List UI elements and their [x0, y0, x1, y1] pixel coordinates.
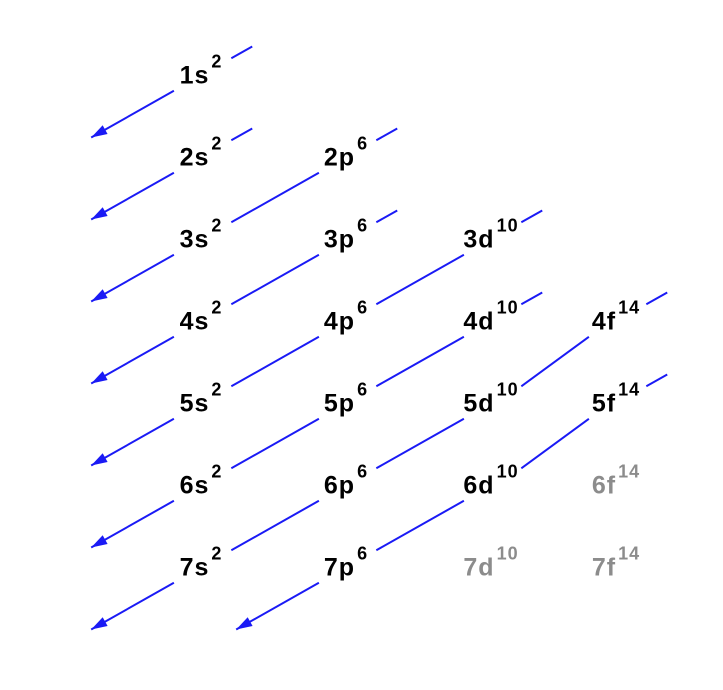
orbital-base: 3p: [324, 226, 355, 254]
arrow-head: [91, 617, 107, 629]
orbital-sup: 14: [618, 462, 640, 482]
orbital-sup: 6: [357, 216, 368, 236]
orbital-6p: 6p6: [324, 472, 366, 501]
orbital-4s: 4s2: [180, 308, 221, 337]
orbital-base: 6f: [592, 472, 616, 500]
orbital-sup: 10: [497, 216, 519, 236]
diagonal-segment: [376, 255, 464, 305]
diagonal-segment: [231, 501, 319, 551]
orbital-base: 5d: [463, 390, 494, 418]
orbital-base: 6p: [324, 472, 355, 500]
orbital-sup: 14: [618, 380, 640, 400]
orbital-sup: 2: [211, 298, 222, 318]
orbital-sup: 2: [211, 544, 222, 564]
orbital-1s: 1s2: [180, 62, 221, 91]
orbital-5f: 5f14: [592, 390, 638, 419]
orbital-sup: 2: [211, 462, 222, 482]
aufbau-diagram: 1s22s22p63s23p63d104s24p64d104f145s25p65…: [0, 0, 723, 690]
diagonal-segment: [231, 419, 319, 469]
orbital-sup: 2: [211, 52, 222, 72]
orbital-base: 4p: [324, 308, 355, 336]
diagonal-segment: [521, 419, 589, 469]
orbital-base: 4f: [592, 308, 616, 336]
orbital-base: 7p: [324, 554, 355, 582]
diagonal-segment: [646, 374, 667, 386]
diagonal-segment: [231, 46, 252, 58]
orbital-6f: 6f14: [592, 472, 638, 501]
orbital-base: 5f: [592, 390, 616, 418]
arrow-head: [91, 453, 107, 465]
orbital-5s: 5s2: [180, 390, 221, 419]
diagonal-segment: [376, 501, 464, 551]
arrow-layer: [0, 0, 723, 690]
arrow-head: [91, 207, 107, 219]
diagonal-segment: [646, 292, 667, 304]
orbital-base: 7f: [592, 554, 616, 582]
orbital-sup: 6: [357, 134, 368, 154]
orbital-sup: 10: [497, 380, 519, 400]
orbital-4f: 4f14: [592, 308, 638, 337]
orbital-7d: 7d10: [463, 554, 516, 583]
orbital-7p: 7p6: [324, 554, 366, 583]
orbital-sup: 10: [497, 544, 519, 564]
orbital-base: 5p: [324, 390, 355, 418]
orbital-sup: 6: [357, 380, 368, 400]
arrow-head: [91, 371, 107, 383]
orbital-base: 3s: [180, 226, 210, 254]
orbital-4p: 4p6: [324, 308, 366, 337]
orbital-3p: 3p6: [324, 226, 366, 255]
diagonal-segment: [521, 292, 542, 304]
diagonal-segment: [376, 210, 397, 222]
orbital-base: 4s: [180, 308, 210, 336]
diagonal-segment: [231, 337, 319, 387]
orbital-base: 2s: [180, 144, 210, 172]
orbital-sup: 2: [211, 380, 222, 400]
diagonal-segment: [376, 128, 397, 140]
orbital-7f: 7f14: [592, 554, 638, 583]
arrow-head: [91, 289, 107, 301]
orbital-base: 7d: [463, 554, 494, 582]
orbital-base: 6d: [463, 472, 494, 500]
orbital-sup: 14: [618, 298, 640, 318]
orbital-5p: 5p6: [324, 390, 366, 419]
orbital-3d: 3d10: [463, 226, 516, 255]
arrow-head: [91, 535, 107, 547]
orbital-4d: 4d10: [463, 308, 516, 337]
orbital-base: 5s: [180, 390, 210, 418]
diagonal-segment: [376, 337, 464, 387]
orbital-base: 7s: [180, 554, 210, 582]
orbital-sup: 6: [357, 298, 368, 318]
orbital-sup: 10: [497, 298, 519, 318]
orbital-base: 1s: [180, 62, 210, 90]
orbital-5d: 5d10: [463, 390, 516, 419]
orbital-base: 3d: [463, 226, 494, 254]
diagonal-segment: [521, 337, 589, 387]
diagonal-segment: [231, 128, 252, 140]
orbital-3s: 3s2: [180, 226, 221, 255]
diagonal-segment: [231, 255, 319, 305]
orbital-sup: 6: [357, 462, 368, 482]
orbital-6s: 6s2: [180, 472, 221, 501]
orbital-2s: 2s2: [180, 144, 221, 173]
diagonal-segment: [231, 173, 319, 223]
arrow-head: [236, 617, 252, 629]
diagonal-segment: [376, 419, 464, 469]
orbital-7s: 7s2: [180, 554, 221, 583]
orbital-sup: 6: [357, 544, 368, 564]
orbital-sup: 10: [497, 462, 519, 482]
orbital-base: 2p: [324, 144, 355, 172]
orbital-2p: 2p6: [324, 144, 366, 173]
diagonal-segment: [521, 210, 542, 222]
orbital-base: 6s: [180, 472, 210, 500]
arrow-head: [91, 125, 107, 137]
orbital-base: 4d: [463, 308, 494, 336]
orbital-sup: 2: [211, 134, 222, 154]
orbital-sup: 2: [211, 216, 222, 236]
orbital-6d: 6d10: [463, 472, 516, 501]
orbital-sup: 14: [618, 544, 640, 564]
